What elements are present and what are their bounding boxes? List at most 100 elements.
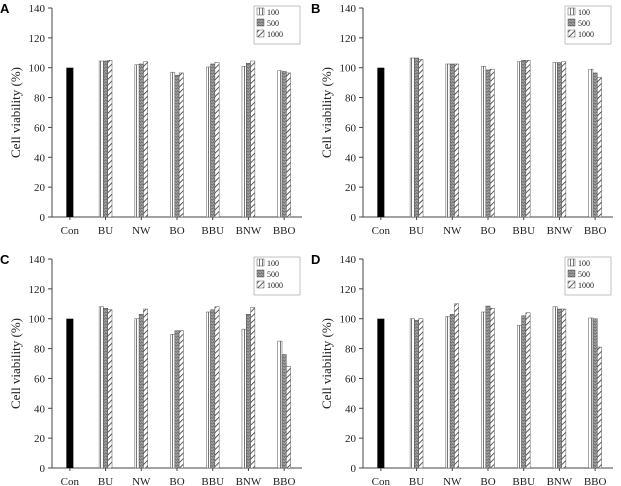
y-tick-label: 100 — [29, 314, 46, 326]
y-tick-label: 40 — [345, 403, 357, 415]
x-tick-label: NW — [132, 225, 151, 237]
bar-bnw-500 — [557, 308, 562, 469]
bar-nw-100 — [134, 318, 140, 469]
x-tick-label: BBU — [201, 476, 224, 486]
bar-bo-100 — [170, 71, 176, 218]
bar-nw-100 — [134, 64, 140, 218]
y-tick-label: 120 — [29, 33, 46, 45]
bar-bbu-1000 — [525, 312, 531, 469]
legend-label-100: 100 — [578, 8, 590, 17]
panel-letter: A — [0, 1, 10, 16]
bar-bo-500 — [485, 305, 491, 469]
legend: 100 500 1000 — [564, 256, 612, 296]
bar-nw-500 — [449, 63, 455, 218]
y-axis-label: Cell viability (%) — [319, 318, 334, 409]
bar-bu-500 — [103, 60, 108, 218]
x-tick-label: BU — [98, 225, 113, 237]
x-tick-label: BBU — [512, 476, 535, 486]
bar-control — [66, 67, 74, 217]
bar-bbu-1000 — [214, 62, 220, 218]
bar-bnw-100 — [241, 328, 247, 469]
bar-bbu-100 — [206, 66, 211, 218]
bar-bnw-100 — [552, 306, 558, 469]
y-tick-label: 60 — [34, 122, 46, 134]
x-tick-label: BO — [169, 476, 184, 486]
y-tick-label: 120 — [340, 33, 357, 45]
bar-bbo-100 — [588, 68, 594, 218]
y-tick-label: 80 — [345, 93, 357, 105]
bar-bu-500 — [103, 308, 108, 469]
bar-nw-100 — [445, 63, 451, 218]
x-tick-label: Con — [61, 476, 80, 486]
bar-bbo-500 — [592, 72, 598, 218]
legend-label-500: 500 — [267, 19, 279, 28]
y-tick-label: 20 — [34, 182, 46, 194]
legend-swatch-100 — [567, 258, 576, 267]
legend-swatch-100 — [256, 7, 265, 16]
x-tick-label: BU — [409, 476, 424, 486]
bar-bbo-500 — [592, 318, 598, 469]
legend-swatch-500 — [256, 269, 265, 278]
x-tick-label: BBO — [273, 476, 296, 486]
bar-bo-500 — [174, 330, 180, 469]
bar-nw-500 — [449, 313, 455, 469]
x-tick-label: BBU — [512, 225, 535, 237]
x-tick-label: Con — [372, 476, 391, 486]
bar-bnw-500 — [557, 62, 562, 218]
legend-swatch-100 — [256, 258, 265, 267]
panel-d: D Cell viability (%) 0 20 40 60 80 100 120 140 Con… — [311, 252, 613, 486]
legend-label-100: 100 — [267, 8, 279, 17]
x-tick-label: BO — [169, 225, 184, 237]
legend: 100 500 1000 — [564, 5, 612, 45]
x-tick-label: NW — [132, 476, 151, 486]
bar-bbo-100 — [277, 70, 283, 218]
y-tick-label: 80 — [34, 344, 46, 356]
legend-label-1000: 1000 — [578, 281, 594, 290]
y-tick-label: 20 — [345, 433, 357, 445]
x-tick-label: BBO — [584, 225, 607, 237]
x-tick-label: BO — [480, 225, 495, 237]
bar-bnw-1000 — [561, 308, 567, 469]
legend-label-1000: 1000 — [267, 30, 283, 39]
legend: 100 500 1000 — [253, 256, 301, 296]
bar-bnw-1000 — [250, 307, 256, 469]
bar-bu-500 — [414, 319, 419, 469]
x-tick-label: BNW — [236, 225, 262, 237]
y-tick-label: 60 — [345, 373, 357, 385]
bar-bbo-1000 — [597, 346, 602, 469]
bar-bbo-1000 — [286, 366, 291, 469]
bar-bbo-100 — [277, 340, 283, 469]
bar-bnw-1000 — [561, 61, 567, 218]
legend-swatch-1000 — [256, 29, 265, 38]
y-tick-label: 120 — [340, 284, 357, 296]
bar-control — [377, 67, 385, 217]
bar-bo-100 — [481, 311, 487, 469]
bar-bbu-500 — [210, 63, 216, 218]
bar-bnw-100 — [241, 65, 247, 218]
y-tick-label: 40 — [34, 403, 46, 415]
x-tick-label: BNW — [547, 476, 573, 486]
bar-bu-1000 — [418, 318, 424, 469]
x-tick-label: BNW — [236, 476, 262, 486]
y-tick-label: 40 — [34, 152, 46, 164]
y-tick-label: 100 — [29, 63, 46, 75]
panel-b: B Cell viability (%) 0 20 40 60 80 100 120 140 Con… — [311, 1, 613, 237]
bar-bo-1000 — [489, 308, 495, 469]
bar-nw-500 — [138, 313, 144, 469]
bar-bnw-100 — [552, 62, 558, 218]
x-tick-label: BU — [409, 225, 424, 237]
x-tick-label: NW — [443, 225, 462, 237]
bar-bbo-1000 — [286, 72, 291, 218]
legend: 100 500 1000 — [253, 5, 301, 45]
legend-label-500: 500 — [578, 270, 590, 279]
bar-bbu-100 — [517, 61, 522, 218]
legend-label-100: 100 — [578, 259, 590, 268]
y-tick-label: 80 — [34, 93, 46, 105]
legend-swatch-500 — [567, 18, 576, 27]
bar-bo-500 — [174, 74, 180, 218]
bar-bbu-500 — [210, 309, 216, 469]
bar-control — [66, 318, 74, 468]
bar-bbu-500 — [521, 60, 527, 218]
x-tick-label: Con — [61, 225, 80, 237]
